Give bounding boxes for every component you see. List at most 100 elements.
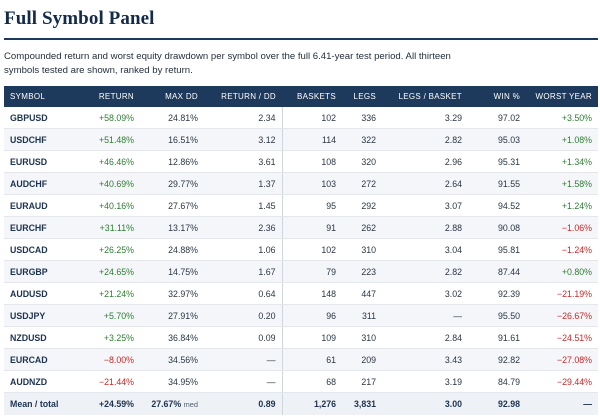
cell-max-dd: 36.84% xyxy=(140,326,204,349)
cell-baskets: 96 xyxy=(282,304,342,327)
cell-max-dd: 27.91% xyxy=(140,304,204,327)
column-header: RETURN / DD xyxy=(204,86,282,107)
footer-legs-basket: 3.00 xyxy=(382,392,468,415)
cell-max-dd: 13.17% xyxy=(140,216,204,239)
cell-legs-basket: 3.19 xyxy=(382,370,468,393)
cell-legs-basket: 3.07 xyxy=(382,194,468,217)
cell-legs: 223 xyxy=(342,260,382,283)
cell-symbol: EURCHF xyxy=(4,216,78,239)
cell-symbol: EURUSD xyxy=(4,150,78,173)
cell-symbol: EURCAD xyxy=(4,348,78,371)
cell-return-dd: 3.61 xyxy=(204,150,283,173)
cell-win: 94.52 xyxy=(468,194,526,217)
table-row: USDJPY +5.70% 27.91% 0.20 96 311—95.50 −26.67% xyxy=(4,304,598,327)
column-header: LEGS / BASKET xyxy=(382,86,468,107)
cell-worst-year: −1.24% xyxy=(526,238,598,261)
cell-baskets: 103 xyxy=(282,172,342,195)
cell-baskets: 91 xyxy=(282,216,342,239)
cell-legs-basket: 2.96 xyxy=(382,150,468,173)
cell-win: 95.81 xyxy=(468,238,526,261)
cell-return: +26.25% xyxy=(78,238,140,261)
table-row: AUDNZD −21.44% 34.95% —68 217 3.19 84.79 −29.44… xyxy=(4,370,598,393)
cell-return-dd: 0.64 xyxy=(204,282,283,305)
table-row: USDCAD +26.25% 24.88% 1.06 102 310 3.04 95.81 −1… xyxy=(4,238,598,261)
cell-return: +24.65% xyxy=(78,260,140,283)
cell-worst-year: −27.08% xyxy=(526,348,598,371)
table-body: GBPUSD +58.09% 24.81% 2.34 102 336 3.29 97.02 +3… xyxy=(4,107,598,393)
cell-return: +21.24% xyxy=(78,282,140,305)
footer-max-dd-value: 27.67% xyxy=(151,399,182,409)
footer-worst-year: — xyxy=(526,392,598,415)
table-header-row: SYMBOL RETURN MAX DD RETURN / DD BASKETS… xyxy=(4,86,598,107)
cell-symbol: USDJPY xyxy=(4,304,78,327)
cell-legs-basket: 3.04 xyxy=(382,238,468,261)
footer-return-dd: 0.89 xyxy=(204,392,283,415)
cell-legs-basket: 2.84 xyxy=(382,326,468,349)
column-header: WORST YEAR xyxy=(526,86,598,107)
cell-return-dd: 3.12 xyxy=(204,128,283,151)
cell-worst-year: +3.50% xyxy=(526,107,598,129)
cell-baskets: 68 xyxy=(282,370,342,393)
cell-legs-basket: 2.88 xyxy=(382,216,468,239)
cell-symbol: EURAUD xyxy=(4,194,78,217)
table-row: EURUSD +46.46% 12.86% 3.61 108 320 2.96 95.31 +1… xyxy=(4,150,598,173)
cell-return-dd: 1.67 xyxy=(204,260,283,283)
cell-worst-year: −1.06% xyxy=(526,216,598,239)
cell-worst-year: +1.58% xyxy=(526,172,598,195)
cell-legs: 322 xyxy=(342,128,382,151)
cell-symbol: AUDUSD xyxy=(4,282,78,305)
cell-return-dd: — xyxy=(204,370,283,393)
cell-legs: 262 xyxy=(342,216,382,239)
footer-win: 92.98 xyxy=(468,392,526,415)
cell-legs: 336 xyxy=(342,107,382,129)
cell-symbol: USDCAD xyxy=(4,238,78,261)
column-header: WIN % xyxy=(468,86,526,107)
cell-worst-year: +0.80% xyxy=(526,260,598,283)
cell-win: 95.50 xyxy=(468,304,526,327)
cell-legs: 447 xyxy=(342,282,382,305)
table-row: EURCHF +31.11% 13.17% 2.36 91 262 2.88 90.08 −1.… xyxy=(4,216,598,239)
column-header: SYMBOL xyxy=(4,86,78,107)
cell-return: +46.46% xyxy=(78,150,140,173)
table-row: NZDUSD +3.25% 36.84% 0.09 109 310 2.84 91.61 −24… xyxy=(4,326,598,349)
cell-max-dd: 29.77% xyxy=(140,172,204,195)
cell-return-dd: 0.20 xyxy=(204,304,283,327)
cell-symbol: GBPUSD xyxy=(4,107,78,129)
cell-max-dd: 16.51% xyxy=(140,128,204,151)
cell-symbol: USDCHF xyxy=(4,128,78,151)
cell-symbol: NZDUSD xyxy=(4,326,78,349)
cell-win: 91.61 xyxy=(468,326,526,349)
cell-baskets: 102 xyxy=(282,238,342,261)
cell-legs-basket: 2.82 xyxy=(382,260,468,283)
cell-baskets: 102 xyxy=(282,107,342,129)
cell-win: 91.55 xyxy=(468,172,526,195)
table-footer-row: Mean / total +24.59% 27.67% med 0.89 1,2… xyxy=(4,392,598,415)
cell-max-dd: 24.81% xyxy=(140,107,204,129)
cell-baskets: 114 xyxy=(282,128,342,151)
cell-worst-year: +1.34% xyxy=(526,150,598,173)
cell-max-dd: 32.97% xyxy=(140,282,204,305)
cell-legs: 292 xyxy=(342,194,382,217)
cell-return-dd: 1.45 xyxy=(204,194,283,217)
cell-return: −8.00% xyxy=(78,348,140,371)
cell-win: 97.02 xyxy=(468,107,526,129)
cell-legs: 311 xyxy=(342,304,382,327)
table-caption: Compounded return and worst equity drawd… xyxy=(4,51,451,76)
cell-worst-year: −26.67% xyxy=(526,304,598,327)
footer-baskets: 1,276 xyxy=(282,392,342,415)
cell-baskets: 79 xyxy=(282,260,342,283)
cell-legs: 209 xyxy=(342,348,382,371)
cell-symbol: EURGBP xyxy=(4,260,78,283)
cell-return-dd: 2.36 xyxy=(204,216,283,239)
column-header: BASKETS xyxy=(282,86,342,107)
cell-win: 95.03 xyxy=(468,128,526,151)
cell-return: +3.25% xyxy=(78,326,140,349)
title-rule xyxy=(4,38,598,40)
cell-max-dd: 12.86% xyxy=(140,150,204,173)
cell-win: 87.44 xyxy=(468,260,526,283)
cell-baskets: 148 xyxy=(282,282,342,305)
cell-win: 92.39 xyxy=(468,282,526,305)
table-row: USDCHF +51.48% 16.51% 3.12 114 322 2.82 95.03 +1… xyxy=(4,128,598,151)
column-header: LEGS xyxy=(342,86,382,107)
